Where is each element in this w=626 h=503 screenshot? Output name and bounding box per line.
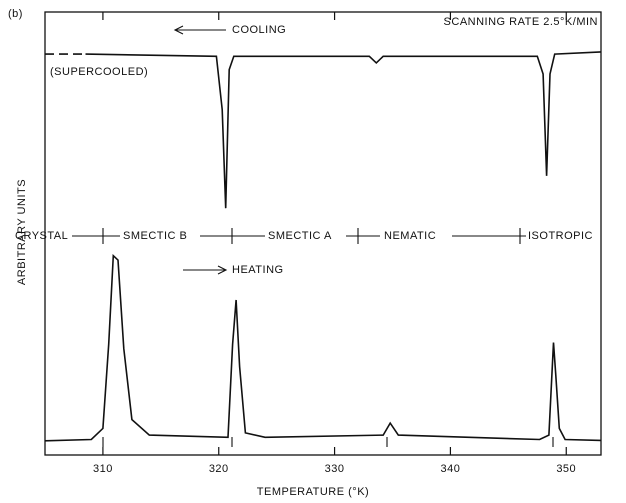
x-tick-label: 340: [440, 463, 460, 475]
plot-frame: [44, 11, 602, 456]
annotation: (SUPERCOOLED): [50, 66, 148, 78]
x-tick-label: 320: [209, 463, 229, 475]
annotation: COOLING: [232, 24, 286, 36]
subtitle: SCANNING RATE 2.5°K/MIN: [444, 16, 598, 28]
line: [44, 253, 602, 442]
x-tick-label: 330: [325, 463, 345, 475]
phase-label: ISOTROPIC: [528, 230, 593, 242]
x-tick-label: 310: [93, 463, 113, 475]
x-tick-label: 350: [556, 463, 576, 475]
x-axis-label: TEMPERATURE (°K): [257, 486, 369, 498]
panel-label: (b): [8, 8, 23, 20]
phase-boundaries: [72, 228, 554, 447]
line: [85, 51, 602, 209]
y-axis-label: ARBITRARY UNITS: [16, 179, 28, 285]
phase-label: SMECTIC B: [123, 230, 187, 242]
annotation: HEATING: [232, 264, 284, 276]
phase-label: CRYSTAL: [15, 230, 68, 242]
phase-label: SMECTIC A: [268, 230, 332, 242]
phase-label: NEMATIC: [384, 230, 436, 242]
arrows: [173, 25, 228, 275]
